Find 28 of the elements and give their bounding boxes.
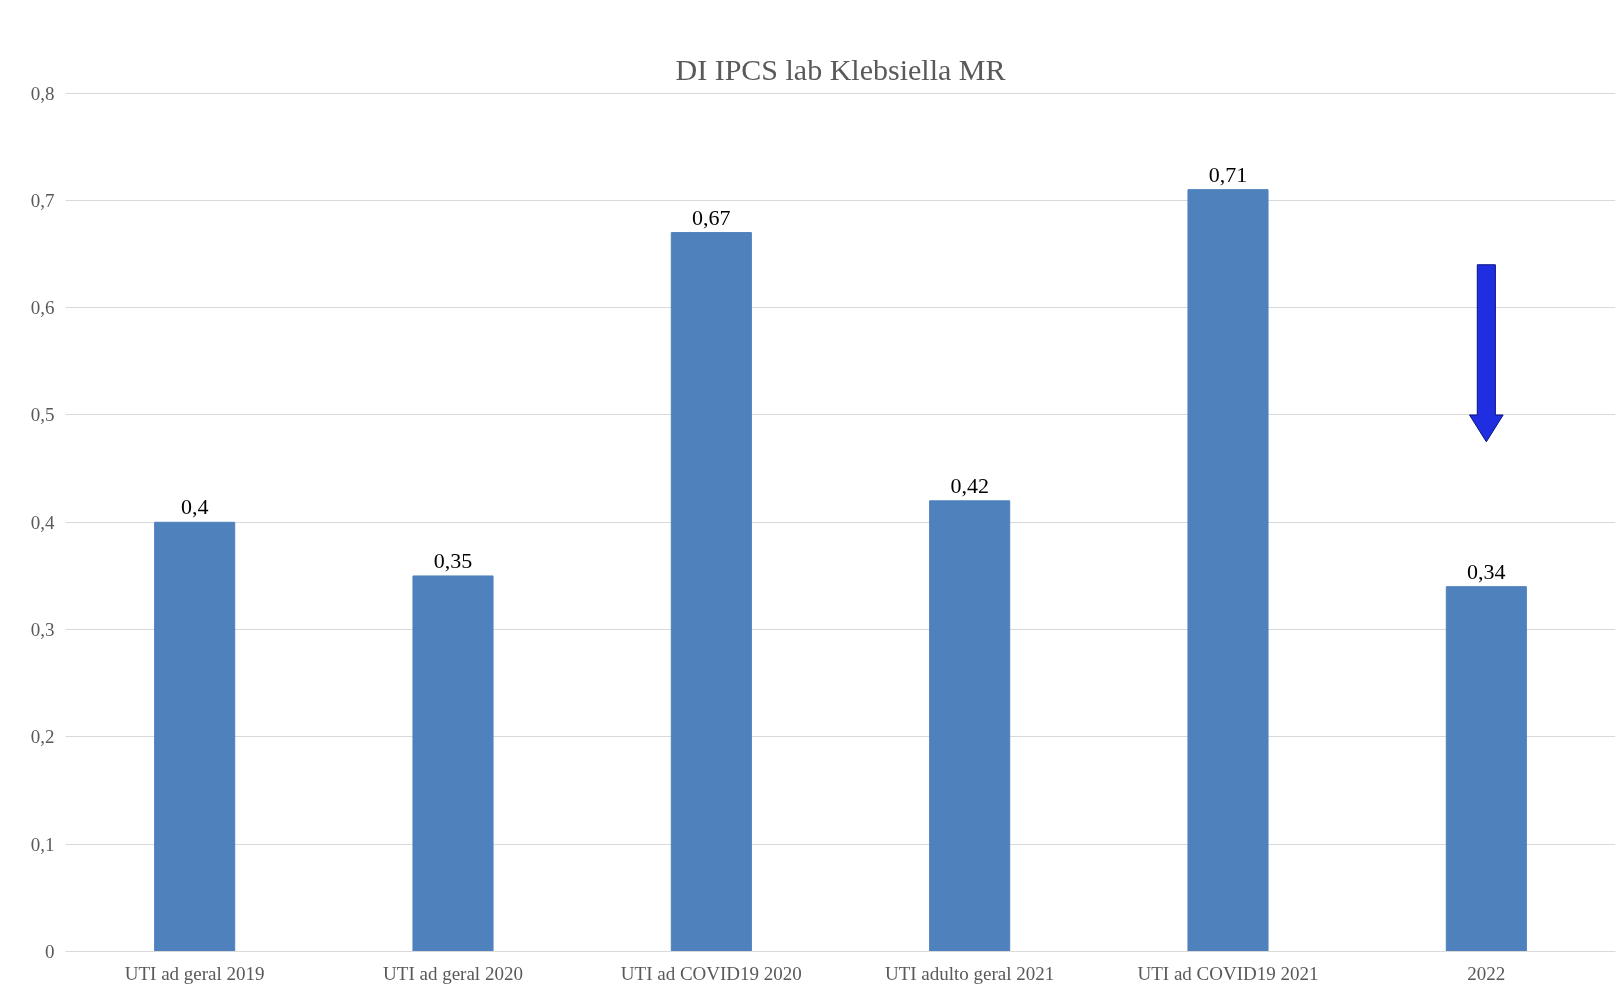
data-label: 0,71 [1208, 161, 1248, 187]
bar [412, 575, 494, 952]
y-tick-label: 0,5 [30, 404, 55, 426]
x-tick-label: UTI ad COVID19 2020 [620, 962, 802, 984]
data-label: 0,42 [950, 472, 989, 498]
data-label: 0,35 [433, 547, 473, 573]
bar [1187, 189, 1269, 952]
x-tick-label: UTI ad geral 2020 [383, 962, 523, 984]
y-tick-label: 0 [45, 941, 55, 962]
x-tick-label: 2022 [1467, 962, 1506, 984]
bar [154, 521, 236, 952]
data-label: 0,4 [180, 494, 209, 520]
y-tick-label: 0,1 [30, 833, 55, 855]
y-tick-label: 0,6 [30, 297, 55, 319]
bar [929, 500, 1011, 952]
y-tick-label: 0,3 [30, 619, 55, 641]
y-tick-label: 0,2 [30, 726, 55, 748]
chart-title: DI IPCS lab Klebsiella MR [675, 52, 1006, 86]
x-tick-label: UTI ad geral 2019 [124, 962, 265, 984]
data-label: 0,67 [692, 204, 731, 230]
x-tick-label: UTI ad COVID19 2021 [1137, 962, 1319, 984]
y-tick-label: 0,8 [30, 82, 55, 104]
y-tick-label: 0,7 [30, 189, 55, 211]
x-tick-label: UTI adulto geral 2021 [884, 962, 1055, 984]
bar [1445, 586, 1527, 952]
bar [670, 232, 752, 952]
data-label: 0,34 [1467, 558, 1506, 584]
y-tick-label: 0,4 [30, 511, 55, 533]
